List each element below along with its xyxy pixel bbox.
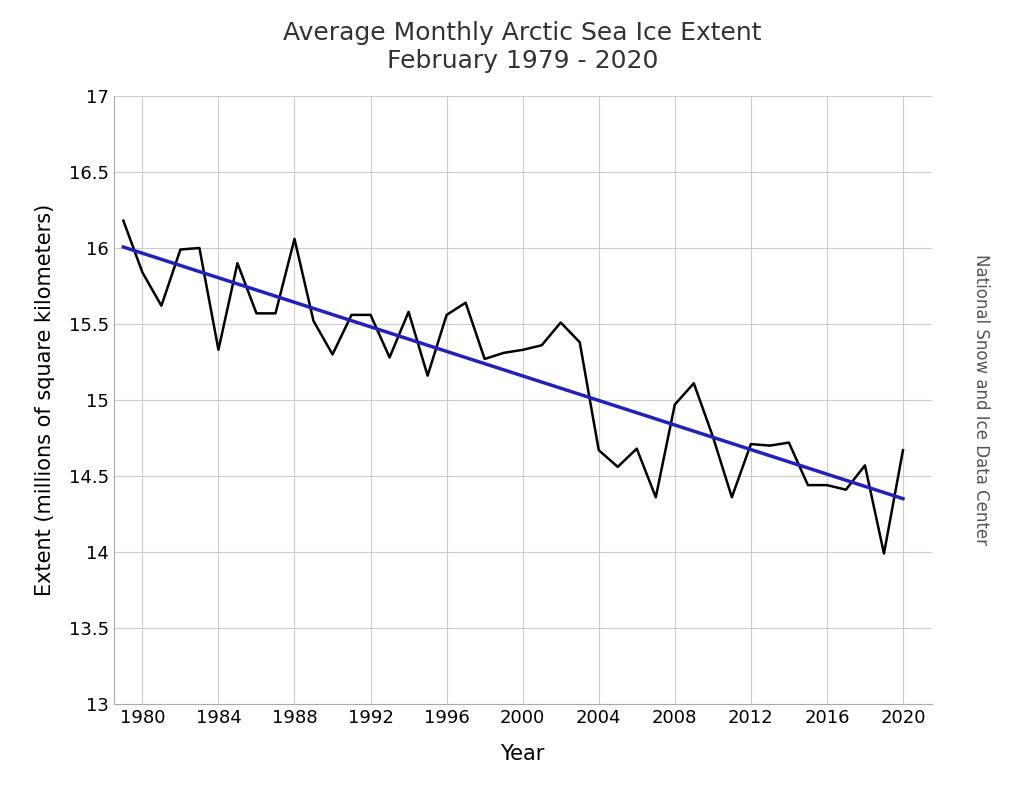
Text: National Snow and Ice Data Center: National Snow and Ice Data Center xyxy=(972,254,989,546)
Title: Average Monthly Arctic Sea Ice Extent
February 1979 - 2020: Average Monthly Arctic Sea Ice Extent Fe… xyxy=(284,22,762,74)
Y-axis label: Extent (millions of square kilometers): Extent (millions of square kilometers) xyxy=(35,204,55,596)
X-axis label: Year: Year xyxy=(501,743,544,763)
